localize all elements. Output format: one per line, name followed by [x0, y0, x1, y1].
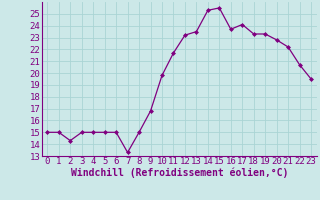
X-axis label: Windchill (Refroidissement éolien,°C): Windchill (Refroidissement éolien,°C) [70, 168, 288, 178]
